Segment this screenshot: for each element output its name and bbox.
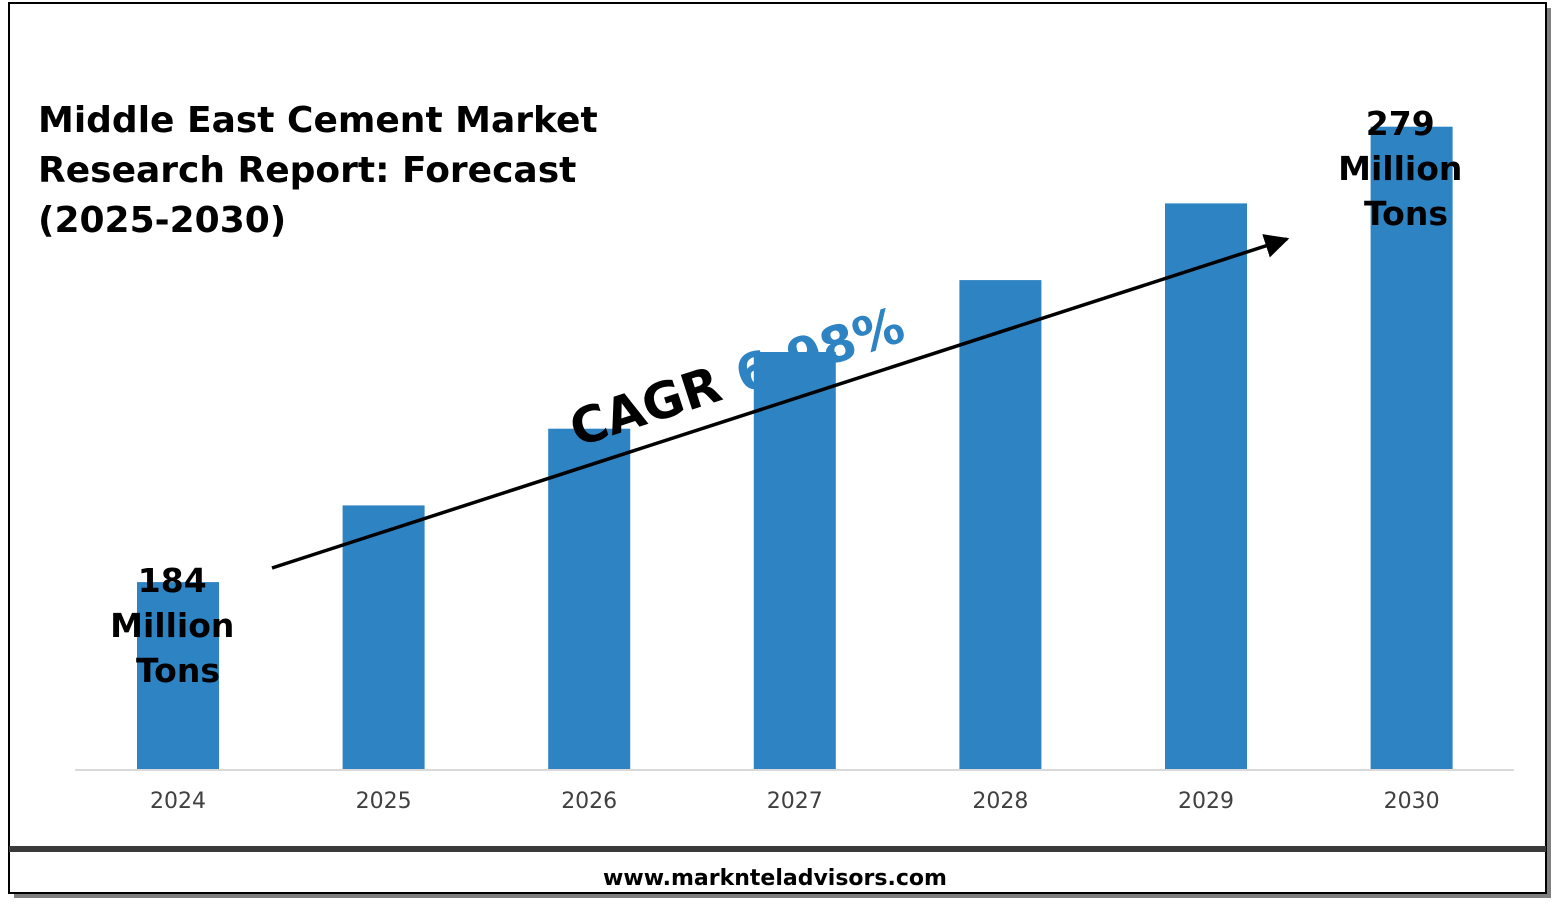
- data-label-2024-unit-2: Tons: [136, 651, 220, 690]
- title-line-2: Research Report: Forecast: [38, 150, 576, 191]
- x-tick-label-2028: 2028: [972, 789, 1028, 814]
- x-tick-label-2030: 2030: [1384, 789, 1440, 814]
- title-line-3: (2025-2030): [38, 200, 286, 241]
- data-label-2030: 279 Million Tons: [1338, 104, 1474, 233]
- data-label-2024-unit-1: Million: [110, 606, 234, 645]
- data-label-2030-value: 279: [1366, 104, 1435, 143]
- x-tick-label-2029: 2029: [1178, 789, 1234, 814]
- data-label-2030-unit-1: Million: [1338, 149, 1462, 188]
- x-tick-label-2024: 2024: [150, 789, 206, 814]
- footer-website[interactable]: www.marknteladvisors.com: [603, 866, 947, 891]
- bar-2030: [1370, 126, 1453, 769]
- cagr-arrow: [271, 234, 1290, 570]
- data-label-2024-value: 184: [138, 561, 207, 600]
- x-tick-label-2025: 2025: [356, 789, 412, 814]
- bar-2027: [753, 352, 836, 769]
- footer-divider: [9, 846, 1546, 852]
- bars-group: [137, 126, 1453, 769]
- x-tick-label-2026: 2026: [561, 789, 617, 814]
- bar-2028: [959, 280, 1042, 769]
- x-tick-labels: 2024 2025 2026 2027 2028 2029 2030: [150, 789, 1440, 814]
- bar-2024: [137, 582, 219, 769]
- data-label-2030-unit-2: Tons: [1364, 194, 1448, 233]
- x-tick-label-2027: 2027: [767, 789, 823, 814]
- bar-2025: [342, 505, 425, 769]
- bar-2026: [548, 428, 631, 769]
- title-line-1: Middle East Cement Market: [38, 100, 598, 141]
- data-label-2024: 184 Million Tons: [110, 561, 246, 690]
- chart-title: Middle East Cement Market Research Repor…: [38, 100, 610, 241]
- bar-2029: [1165, 203, 1247, 769]
